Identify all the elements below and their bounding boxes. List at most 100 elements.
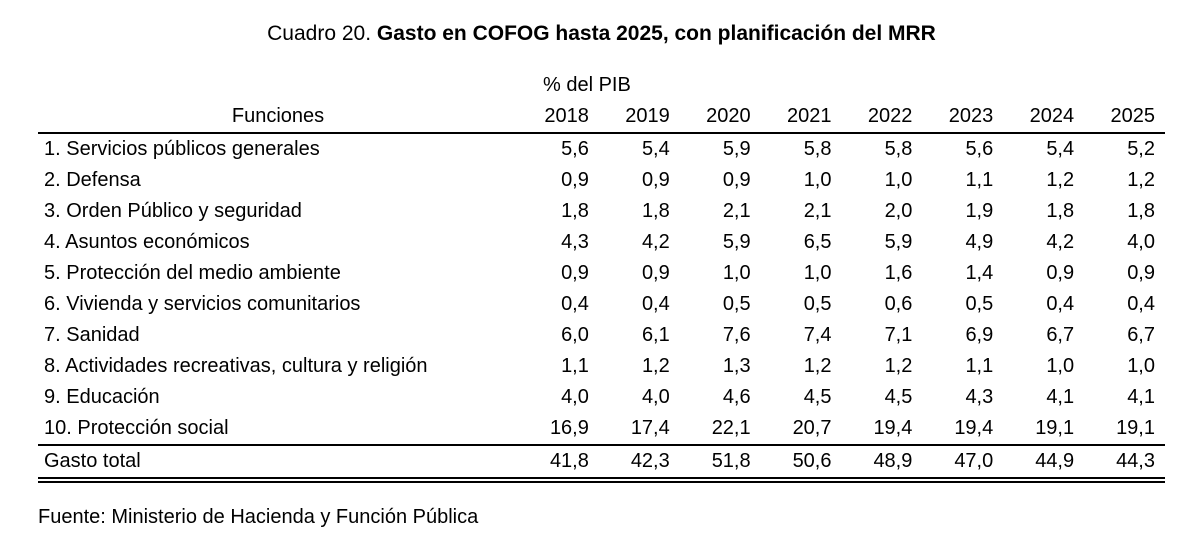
row-label: 7. Sanidad	[44, 324, 140, 346]
table-row: 10. Protección social 16,9 17,4 22,1 20,7 19,…	[38, 413, 1165, 445]
table-row: 5. Protección del medio ambiente 0,9 0,9 1,…	[38, 258, 1165, 289]
value-cell: 6,7	[1046, 324, 1075, 346]
row-label: 2. Defensa	[44, 169, 141, 191]
row-label: 8. Actividades recreativas, cultura y re…	[44, 355, 428, 377]
column-header-year-2022: 2022	[867, 105, 913, 127]
table-body: 1. Servicios públicos generales 5,6 5,4 5,9…	[38, 133, 1165, 480]
value-cell: 0,5	[803, 293, 832, 315]
value-cell: 1,1	[561, 355, 589, 377]
value-cell: 4,6	[722, 386, 751, 408]
value-cell: 2,0	[884, 200, 913, 222]
value-cell: 1,2	[1046, 169, 1075, 191]
table-row: 9. Educación 4,0 4,0 4,6 4,5 4,5 4,3 4,1 4,1	[38, 382, 1165, 413]
value-cell: 4,3	[561, 231, 589, 253]
value-cell: 0,9	[722, 169, 751, 191]
total-value-cell: 41,8	[549, 450, 589, 472]
value-cell: 4,9	[965, 231, 994, 253]
value-cell: 1,8	[1046, 200, 1075, 222]
value-cell: 5,8	[884, 138, 913, 160]
total-value-cell: 48,9	[873, 450, 913, 472]
table-row: 2. Defensa 0,9 0,9 0,9 1,0 1,0 1,1 1,2 1,2	[38, 165, 1165, 196]
row-label: 3. Orden Público y seguridad	[44, 200, 302, 222]
table-row: 4. Asuntos económicos 4,3 4,2 5,9 6,5 5,9 4,9 4…	[38, 227, 1165, 258]
total-value-cell: 42,3	[630, 450, 670, 472]
value-cell: 6,7	[1127, 324, 1155, 346]
value-cell: 4,5	[803, 386, 832, 408]
row-label: 6. Vivienda y servicios comunitarios	[44, 293, 361, 315]
table-header: Funciones 2018 2019 2020 2021 2022 2023 2024 202…	[38, 101, 1165, 133]
value-cell: 5,9	[884, 231, 913, 253]
table-row: 1. Servicios públicos generales 5,6 5,4 5,9…	[38, 133, 1165, 165]
value-cell: 19,4	[873, 417, 913, 439]
value-cell: 4,0	[561, 386, 589, 408]
table-header-row: Funciones 2018 2019 2020 2021 2022 2023 2024 202…	[38, 101, 1165, 133]
value-cell: 7,6	[722, 324, 751, 346]
row-label: 1. Servicios públicos generales	[44, 138, 320, 160]
value-cell: 6,1	[641, 324, 670, 346]
table-title: Gasto en COFOG hasta 2025, con planifica…	[376, 22, 936, 45]
value-cell: 0,9	[561, 262, 589, 284]
value-cell: 2,1	[722, 200, 751, 222]
value-cell: 1,2	[803, 355, 832, 377]
row-label: 4. Asuntos económicos	[44, 231, 250, 253]
column-header-funciones: Funciones	[231, 105, 325, 127]
value-cell: 1,3	[722, 355, 751, 377]
total-value-cell: 47,0	[954, 450, 994, 472]
value-cell: 1,8	[641, 200, 670, 222]
value-cell: 5,6	[965, 138, 994, 160]
value-cell: 5,4	[1046, 138, 1075, 160]
column-header-year-2018: 2018	[544, 105, 589, 127]
value-cell: 5,8	[803, 138, 832, 160]
column-header-year-2023: 2023	[948, 105, 994, 127]
value-cell: 0,9	[1127, 262, 1155, 284]
total-value-cell: 44,9	[1035, 450, 1075, 472]
value-cell: 5,9	[722, 231, 751, 253]
value-cell: 0,6	[884, 293, 913, 315]
value-cell: 16,9	[549, 417, 589, 439]
value-cell: 22,1	[711, 417, 751, 439]
value-cell: 4,1	[1046, 386, 1075, 408]
source-note: Fuente: Ministerio de Hacienda y Función…	[38, 506, 479, 528]
value-cell: 4,5	[884, 386, 913, 408]
value-cell: 7,4	[803, 324, 832, 346]
value-cell: 4,2	[641, 231, 670, 253]
value-cell: 4,2	[1046, 231, 1075, 253]
value-cell: 1,2	[884, 355, 913, 377]
value-cell: 1,0	[722, 262, 751, 284]
value-cell: 1,1	[965, 355, 994, 377]
value-cell: 0,5	[965, 293, 994, 315]
value-cell: 2,1	[803, 200, 832, 222]
value-cell: 1,0	[1127, 355, 1155, 377]
value-cell: 6,0	[561, 324, 589, 346]
value-cell: 20,7	[792, 417, 832, 439]
value-cell: 0,4	[1046, 293, 1075, 315]
value-cell: 1,8	[1127, 200, 1155, 222]
table-number: Cuadro 20.	[267, 22, 377, 45]
value-cell: 1,2	[1127, 169, 1155, 191]
value-cell: 1,9	[965, 200, 994, 222]
value-cell: 5,6	[561, 138, 589, 160]
row-label: 9. Educación	[44, 386, 160, 408]
value-cell: 17,4	[630, 417, 670, 439]
column-header-year-2024: 2024	[1029, 105, 1075, 127]
value-cell: 6,5	[803, 231, 832, 253]
total-value-cell: 51,8	[711, 450, 751, 472]
value-cell: 4,0	[641, 386, 670, 408]
cofog-table: Funciones 2018 2019 2020 2021 2022 2023 2024 202…	[38, 101, 1165, 483]
value-cell: 0,4	[561, 293, 589, 315]
value-cell: 19,4	[954, 417, 994, 439]
value-cell: 1,1	[965, 169, 994, 191]
value-cell: 1,6	[884, 262, 913, 284]
table-row: 6. Vivienda y servicios comunitarios 0,4 0…	[38, 289, 1165, 320]
value-cell: 0,5	[722, 293, 751, 315]
column-header-year-2021: 2021	[787, 105, 832, 127]
row-label: 5. Protección del medio ambiente	[44, 262, 341, 284]
value-cell: 1,0	[803, 262, 832, 284]
total-row: Gasto total 41,8 42,3 51,8 50,6 48,9 47,0 44,9 4…	[38, 445, 1165, 480]
value-cell: 5,4	[641, 138, 670, 160]
value-cell: 4,1	[1127, 386, 1155, 408]
total-row-label: Gasto total	[44, 450, 141, 472]
page-title: Cuadro 20. Gasto en COFOG hasta 2025, co…	[38, 20, 1165, 47]
value-cell: 0,9	[641, 262, 670, 284]
value-cell: 19,1	[1035, 417, 1075, 439]
